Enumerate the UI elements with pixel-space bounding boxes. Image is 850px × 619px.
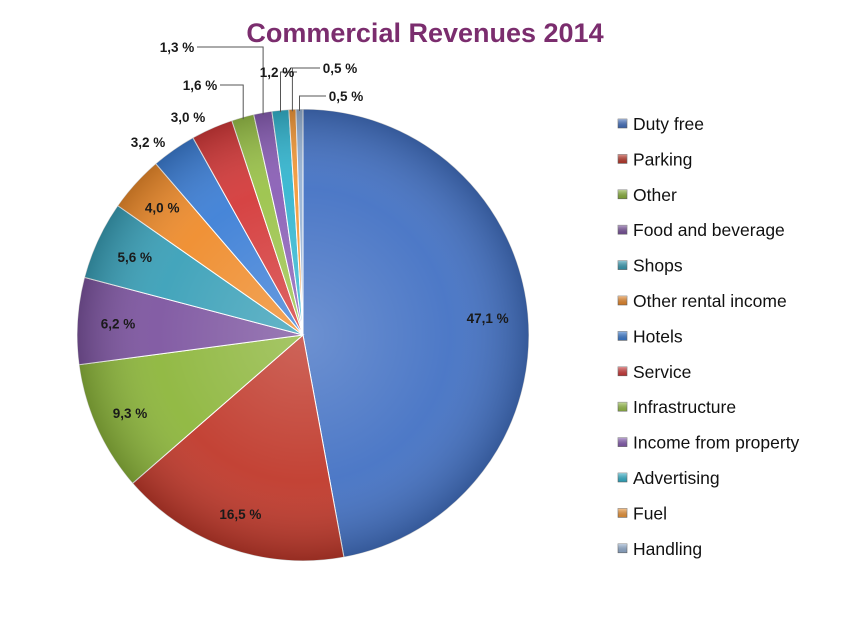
legend-label-fuel: Fuel <box>633 503 667 523</box>
legend-item-shops: Shops <box>617 256 683 276</box>
legend-swatch-infrastructure <box>617 401 628 412</box>
legend-swatch-food-and-beverage <box>617 224 628 235</box>
legend-item-advertising: Advertising <box>617 468 720 488</box>
leader-line-advertising <box>280 71 297 113</box>
legend-item-hotels: Hotels <box>617 326 683 346</box>
legend-swatch-hotels <box>617 331 628 341</box>
legend-label-income-from-property: Income from property <box>633 433 800 453</box>
legend-swatch-shops <box>617 260 628 270</box>
legend-item-other: Other <box>617 185 677 205</box>
legend-label-service: Service <box>633 362 691 382</box>
legend-swatch-income-from-property <box>617 437 628 447</box>
data-label-other: 9,3 % <box>113 406 148 421</box>
pie-slice-duty-free <box>302 108 530 558</box>
legend-label-advertising: Advertising <box>633 468 720 488</box>
data-label-hotels: 3,2 % <box>131 135 166 150</box>
data-label-parking: 16,5 % <box>219 507 261 522</box>
legend-swatch-advertising <box>617 472 628 483</box>
legend-label-infrastructure: Infrastructure <box>633 397 736 417</box>
data-labels: 47,1 % 16,5 % 9,3 % 6,2 % 5,6 % 4,0 % 3,2 % 3,0… <box>101 40 509 522</box>
legend-label-other-rental-income: Other rental income <box>633 291 787 311</box>
pie-slices <box>76 108 530 562</box>
legend: Duty free Parking Other Food and beverage Sh… <box>617 114 800 559</box>
data-label-shops: 5,6 % <box>118 250 153 265</box>
legend-label-parking: Parking <box>633 149 692 169</box>
legend-label-other: Other <box>633 185 677 205</box>
data-label-infrastructure: 1,6 % <box>183 78 218 93</box>
data-label-fuel: 0,5 % <box>323 61 358 76</box>
leader-lines <box>197 46 326 120</box>
legend-swatch-handling <box>617 543 628 554</box>
data-label-advertising: 1,2 % <box>260 65 295 80</box>
data-label-service: 3,0 % <box>171 110 206 125</box>
legend-item-handling: Handling <box>617 539 702 559</box>
leader-line-income-from-property <box>197 46 264 115</box>
legend-item-income-from-property: Income from property <box>617 433 800 453</box>
legend-label-hotels: Hotels <box>633 326 683 346</box>
legend-item-duty-free: Duty free <box>617 114 704 134</box>
legend-label-shops: Shops <box>633 256 683 276</box>
legend-item-fuel: Fuel <box>617 503 667 523</box>
legend-item-parking: Parking <box>617 149 692 169</box>
leader-line-fuel <box>291 67 320 112</box>
legend-swatch-other <box>617 189 628 200</box>
data-label-duty-free: 47,1 % <box>467 311 509 326</box>
data-label-handling: 0,5 % <box>329 89 364 104</box>
legend-swatch-duty-free <box>617 118 628 129</box>
data-label-food-and-beverage: 6,2 % <box>101 316 136 331</box>
legend-label-duty-free: Duty free <box>633 114 704 134</box>
data-label-income-from-property: 1,3 % <box>160 40 195 55</box>
data-label-other-rental-income: 4,0 % <box>145 201 180 216</box>
legend-swatch-parking <box>617 154 628 164</box>
legend-item-infrastructure: Infrastructure <box>617 397 736 417</box>
legend-item-other-rental-income: Other rental income <box>617 291 787 311</box>
legend-swatch-other-rental-income <box>617 295 628 306</box>
legend-item-service: Service <box>617 362 691 382</box>
legend-label-handling: Handling <box>633 539 702 559</box>
leader-line-handling <box>299 95 326 111</box>
legend-swatch-fuel <box>617 508 628 518</box>
legend-swatch-service <box>617 366 628 377</box>
leader-line-infrastructure <box>220 84 244 120</box>
chart-title: Commercial Revenues 2014 <box>246 18 603 48</box>
legend-label-food-and-beverage: Food and beverage <box>633 220 785 240</box>
legend-item-food-and-beverage: Food and beverage <box>617 220 785 240</box>
